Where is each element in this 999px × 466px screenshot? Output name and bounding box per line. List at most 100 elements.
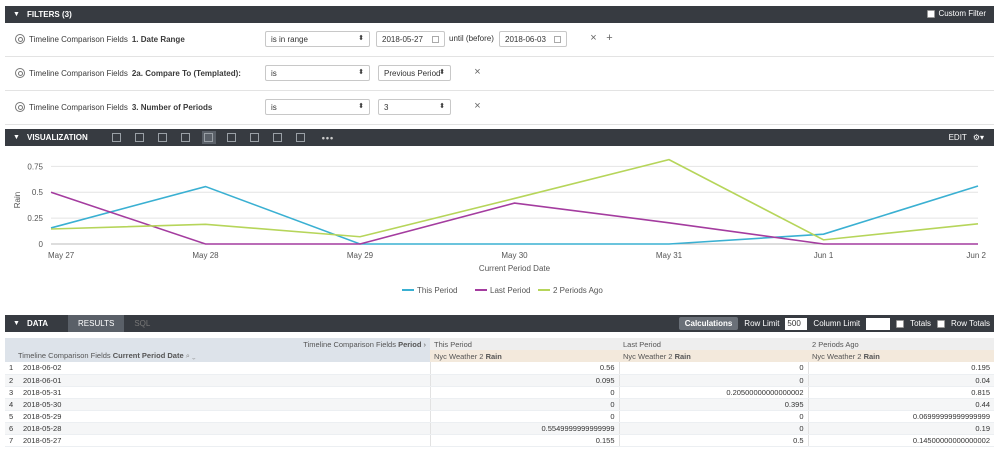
table-body: 1 2018-06-02 0.56 0 0.195 2 2018-06-01 0.095 0 0.… [5, 362, 994, 447]
x-tick-label: Jun 1 [814, 251, 834, 260]
custom-filter-checkbox[interactable] [927, 9, 936, 18]
series-line-0 [50, 185, 979, 245]
pivot-header[interactable]: Timeline Comparison Fields Period › [5, 338, 430, 350]
measure-header[interactable]: Nyc Weather 2 Rain [808, 350, 994, 362]
x-tick-label: May 27 [48, 251, 75, 260]
date-cell[interactable]: 2018-06-02 [19, 362, 430, 375]
table-row: 6 2018-05-28 0.5549999999999999 0 0.19 [5, 422, 994, 435]
legend-label: 2 Periods Ago [553, 286, 603, 295]
collapse-caret-icon[interactable]: ▼ [13, 320, 20, 327]
pivot-column-header[interactable]: Last Period [619, 338, 808, 350]
gear-icon[interactable] [15, 34, 25, 44]
value-cell[interactable]: 0.5549999999999999 [429, 422, 619, 435]
date-cell[interactable]: 2018-05-29 [19, 410, 430, 423]
y-tick-label: 0.25 [27, 214, 43, 223]
area-viz-icon[interactable] [225, 131, 239, 144]
visualization-header[interactable]: ▼ VISUALIZATION ••• EDIT ⚙▾ [5, 129, 994, 146]
value-cell[interactable]: 0.14500000000000002 [807, 434, 994, 447]
calendar-icon[interactable] [432, 36, 439, 43]
row-limit-input[interactable]: 500 [785, 317, 808, 330]
add-filter-icon[interactable]: + [606, 32, 613, 44]
measure-header[interactable]: Nyc Weather 2 Rain [619, 350, 808, 362]
collapse-caret-icon[interactable]: ▼ [13, 11, 20, 18]
value-cell[interactable]: 0.395 [618, 398, 808, 411]
edit-viz-button[interactable]: EDIT ⚙▾ [949, 133, 984, 142]
gear-icon[interactable] [15, 102, 25, 112]
compare-to-select[interactable]: Previous Period ⬍ [378, 65, 451, 81]
filter-row-number-of-periods: Timeline Comparison Fields 3. Number of … [5, 91, 994, 125]
remove-filter-icon[interactable]: × [590, 32, 597, 44]
series-line-1 [50, 191, 978, 245]
scatter-viz-icon[interactable] [179, 131, 193, 144]
value-cell[interactable]: 0 [429, 398, 619, 411]
start-date-input[interactable]: 2018-05-27 [376, 31, 445, 47]
y-tick-label: 0.75 [27, 162, 43, 171]
filters-header[interactable]: ▼ FILTERS (3) Custom Filter [5, 6, 994, 23]
value-cell[interactable]: 0.06999999999999999 [807, 410, 994, 423]
remove-filter-icon[interactable]: × [474, 66, 481, 78]
value-cell[interactable]: 0 [429, 386, 619, 399]
pivot-column-header[interactable]: This Period [430, 338, 619, 350]
value-cell[interactable]: 0.5 [618, 434, 808, 447]
dimension-header[interactable]: Timeline Comparison Fields Current Perio… [5, 350, 430, 362]
row-totals-checkbox[interactable] [937, 319, 946, 328]
value-cell[interactable]: 0 [618, 422, 808, 435]
single-value-viz-icon[interactable] [294, 131, 308, 144]
date-cell[interactable]: 2018-05-28 [19, 422, 430, 435]
row-number: 7 [5, 434, 19, 447]
bar-viz-icon[interactable] [156, 131, 170, 144]
column-viz-icon[interactable] [133, 131, 147, 144]
remove-filter-icon[interactable]: × [474, 100, 481, 112]
until-label: until (before) [449, 34, 494, 43]
value-cell[interactable]: 0.56 [429, 362, 619, 375]
measure-header[interactable]: Nyc Weather 2 Rain [430, 350, 619, 362]
gear-icon[interactable] [15, 68, 25, 78]
value-cell[interactable]: 0.19 [807, 422, 994, 435]
line-viz-icon[interactable] [201, 131, 216, 144]
value-cell[interactable]: 0.04 [807, 374, 994, 387]
number-of-periods-select[interactable]: 3 ⬍ [378, 99, 451, 115]
calculations-button[interactable]: Calculations [678, 317, 739, 330]
end-date-input[interactable]: 2018-06-03 [499, 31, 567, 47]
gear-icon[interactable]: ⚙▾ [972, 133, 984, 142]
value-cell[interactable]: 0 [618, 410, 808, 423]
data-header[interactable]: ▼ DATA RESULTS SQL Calculations Row Limi… [5, 315, 994, 332]
value-cell[interactable]: 0.195 [807, 362, 994, 375]
chevron-down-icon[interactable]: ⌄ [192, 351, 196, 360]
totals-checkbox[interactable] [896, 319, 905, 328]
date-cell[interactable]: 2018-06-01 [19, 374, 430, 387]
custom-filter-label: Custom Filter [938, 9, 986, 18]
filter-icon[interactable]: ⌕ [185, 351, 190, 360]
filter-field: Timeline Comparison Fields [29, 102, 128, 112]
date-cell[interactable]: 2018-05-31 [19, 386, 430, 399]
tab-sql[interactable]: SQL [134, 319, 151, 328]
filter-operator-select[interactable]: is ⬍ [265, 99, 370, 115]
collapse-caret-icon[interactable]: ▼ [13, 134, 20, 141]
value-cell[interactable]: 0.44 [807, 398, 994, 411]
value-cell[interactable]: 0.20500000000000002 [618, 386, 808, 399]
filters-title: FILTERS (3) [27, 10, 72, 19]
table-viz-icon[interactable] [110, 131, 124, 144]
value-cell[interactable]: 0 [618, 374, 808, 387]
compare-to-value: Previous Period [384, 69, 441, 78]
select-arrow-icon: ⬍ [358, 35, 364, 42]
dimension-label: Timeline Comparison Fields [18, 351, 111, 360]
value-cell[interactable]: 0.815 [807, 386, 994, 399]
pivot-column-header[interactable]: 2 Periods Ago [808, 338, 994, 350]
select-arrow-icon: ⬍ [358, 69, 364, 76]
custom-filter-toggle[interactable]: Custom Filter [927, 9, 986, 18]
value-cell[interactable]: 0 [429, 410, 619, 423]
value-cell[interactable]: 0.155 [429, 434, 619, 447]
column-limit-input[interactable] [866, 317, 891, 330]
filter-operator-select[interactable]: is in range ⬍ [265, 31, 370, 47]
value-cell[interactable]: 0 [618, 362, 808, 375]
date-cell[interactable]: 2018-05-30 [19, 398, 430, 411]
tab-results[interactable]: RESULTS [68, 315, 125, 332]
map-viz-icon[interactable] [271, 131, 285, 144]
value-cell[interactable]: 0.095 [429, 374, 619, 387]
more-viz-icon[interactable]: ••• [321, 132, 335, 143]
filter-operator-select[interactable]: is ⬍ [265, 65, 370, 81]
date-cell[interactable]: 2018-05-27 [19, 434, 430, 447]
pie-viz-icon[interactable] [248, 131, 262, 144]
calendar-icon[interactable] [554, 36, 561, 43]
